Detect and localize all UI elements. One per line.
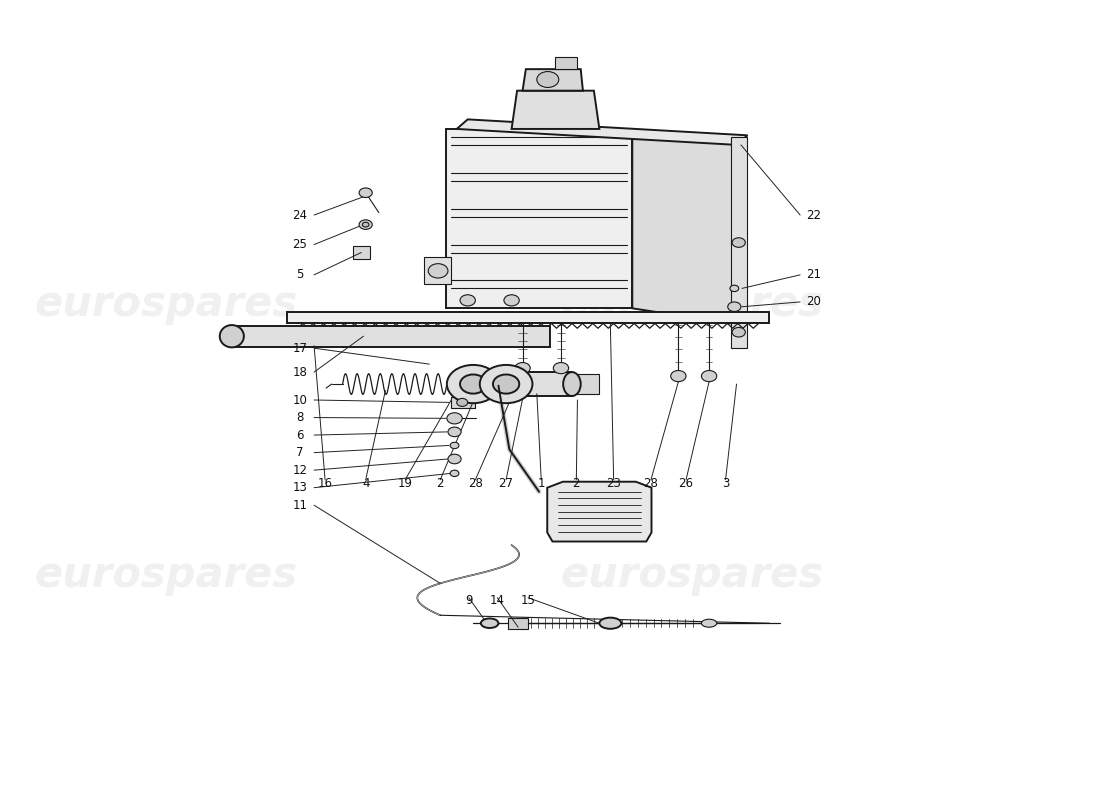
Polygon shape (424, 257, 451, 285)
Polygon shape (446, 129, 632, 308)
Polygon shape (732, 137, 748, 348)
Text: 24: 24 (293, 209, 307, 222)
Ellipse shape (702, 619, 717, 627)
Circle shape (447, 365, 499, 403)
Circle shape (447, 413, 462, 424)
Text: 14: 14 (490, 594, 505, 607)
Text: eurospares: eurospares (561, 554, 824, 596)
Text: eurospares: eurospares (34, 283, 297, 326)
Text: 1: 1 (538, 478, 544, 490)
Text: 19: 19 (398, 478, 412, 490)
Circle shape (359, 188, 372, 198)
Text: 4: 4 (362, 478, 370, 490)
Circle shape (733, 238, 746, 247)
Circle shape (456, 398, 468, 406)
Polygon shape (632, 129, 737, 324)
Text: 25: 25 (293, 238, 307, 251)
Polygon shape (451, 397, 475, 408)
Polygon shape (456, 119, 748, 145)
Polygon shape (232, 326, 550, 346)
Text: 21: 21 (806, 268, 821, 282)
Polygon shape (556, 57, 578, 69)
Circle shape (702, 370, 717, 382)
Circle shape (730, 285, 739, 291)
Circle shape (504, 294, 519, 306)
Circle shape (553, 362, 569, 374)
Text: 7: 7 (296, 446, 304, 459)
Text: 8: 8 (296, 411, 304, 424)
Circle shape (515, 362, 530, 374)
Circle shape (448, 454, 461, 464)
Text: eurospares: eurospares (34, 554, 297, 596)
Circle shape (728, 302, 741, 311)
Text: 2: 2 (573, 478, 580, 490)
Text: 11: 11 (293, 498, 307, 512)
Text: 17: 17 (293, 342, 307, 354)
Text: 13: 13 (293, 481, 307, 494)
Text: 16: 16 (318, 478, 332, 490)
Text: 18: 18 (293, 366, 307, 378)
Text: 23: 23 (606, 478, 621, 490)
Circle shape (671, 370, 686, 382)
Polygon shape (508, 618, 528, 629)
Text: 5: 5 (296, 268, 304, 282)
Ellipse shape (600, 618, 621, 629)
Circle shape (359, 220, 372, 230)
Text: 22: 22 (806, 209, 821, 222)
Circle shape (450, 442, 459, 449)
Polygon shape (287, 312, 769, 323)
Text: 6: 6 (296, 429, 304, 442)
Text: 27: 27 (498, 478, 514, 490)
Ellipse shape (563, 372, 581, 396)
Circle shape (493, 374, 519, 394)
Polygon shape (500, 372, 572, 396)
Polygon shape (352, 246, 370, 259)
Text: 26: 26 (679, 478, 694, 490)
Text: 9: 9 (465, 594, 473, 607)
Polygon shape (512, 90, 600, 129)
Text: eurospares: eurospares (561, 283, 824, 326)
Text: 3: 3 (722, 478, 729, 490)
Text: 15: 15 (520, 594, 536, 607)
Circle shape (362, 222, 369, 227)
Circle shape (450, 470, 459, 477)
Polygon shape (578, 374, 600, 394)
Text: 28: 28 (468, 478, 483, 490)
Circle shape (460, 294, 475, 306)
Text: 12: 12 (293, 464, 307, 477)
Circle shape (428, 264, 448, 278)
Ellipse shape (481, 618, 498, 628)
Text: 10: 10 (293, 394, 307, 406)
Circle shape (733, 327, 746, 337)
Circle shape (448, 427, 461, 437)
Circle shape (460, 374, 486, 394)
Polygon shape (548, 482, 651, 542)
Ellipse shape (220, 325, 244, 347)
Circle shape (480, 365, 532, 403)
Text: 2: 2 (437, 478, 444, 490)
Circle shape (537, 71, 559, 87)
Polygon shape (522, 69, 583, 90)
Text: 20: 20 (806, 295, 821, 309)
Text: 28: 28 (644, 478, 659, 490)
